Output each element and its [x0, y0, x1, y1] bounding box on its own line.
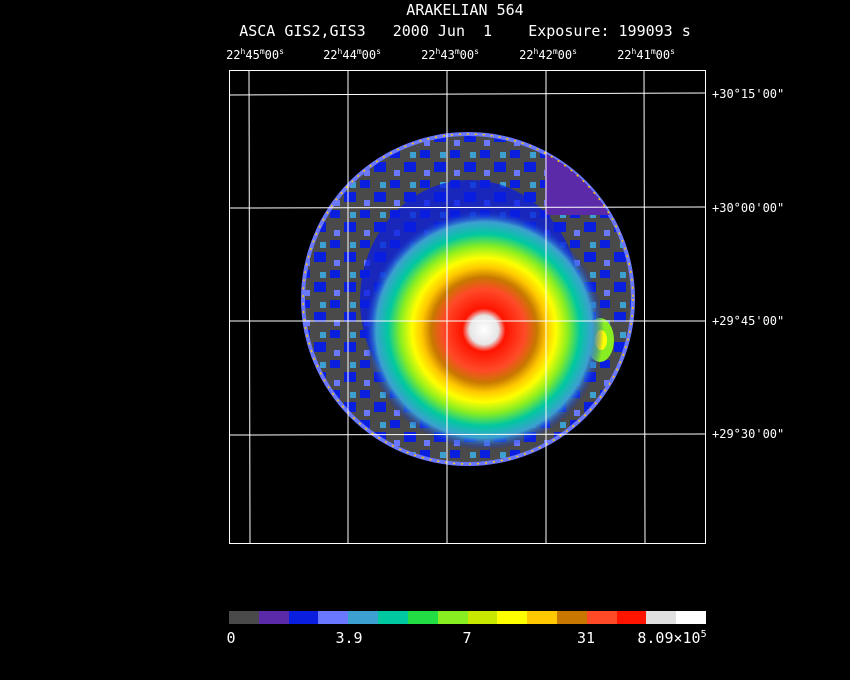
- colorbar-swatch: [556, 611, 587, 624]
- colorbar-swatch: [527, 611, 557, 624]
- colorbar-swatch: [258, 611, 289, 624]
- dec-tick-label: +30°15'00": [712, 87, 785, 101]
- ra-tick-label: 22h45m00s: [226, 47, 284, 62]
- colorbar-swatch: [348, 611, 379, 624]
- ra-tick-label: 22h44m00s: [323, 47, 381, 62]
- colorbar-label: 3.9: [335, 629, 363, 647]
- colorbar-swatch: [646, 611, 677, 624]
- colorbar-swatch: [586, 611, 617, 624]
- dec-tick-label: +29°45'00": [712, 314, 785, 328]
- image-title: ARAKELIAN 564: [406, 1, 524, 19]
- colorbar-label: 7: [462, 629, 472, 647]
- colorbar: [229, 611, 706, 624]
- colorbar-swatch: [467, 611, 498, 624]
- colorbar-label-max: 8.09×105: [637, 629, 707, 647]
- colorbar-label: 0: [226, 629, 236, 647]
- ra-tick-label: 22h42m00s: [519, 47, 577, 62]
- ra-tick-label: 22h41m00s: [617, 47, 675, 62]
- colorbar-swatch: [407, 611, 438, 624]
- dec-tick-label: +29°30'00": [712, 427, 785, 441]
- colorbar-label: 31: [576, 629, 596, 647]
- colorbar-swatch: [229, 611, 259, 624]
- detector-field: [301, 132, 635, 466]
- coordinate-grid: [228, 69, 706, 544]
- colorbar-swatch: [616, 611, 647, 624]
- image-subtitle: ASCA GIS2,GIS3 2000 Jun 1 Exposure: 1990…: [239, 22, 691, 40]
- colorbar-swatch: [378, 611, 408, 624]
- dec-tick-label: +30°00'00": [712, 201, 785, 215]
- colorbar-swatch: [437, 611, 468, 624]
- ra-tick-label: 22h43m00s: [421, 47, 479, 62]
- colorbar-swatch: [288, 611, 319, 624]
- colorbar-swatch: [676, 611, 706, 624]
- colorbar-swatch: [497, 611, 528, 624]
- colorbar-swatch: [318, 611, 349, 624]
